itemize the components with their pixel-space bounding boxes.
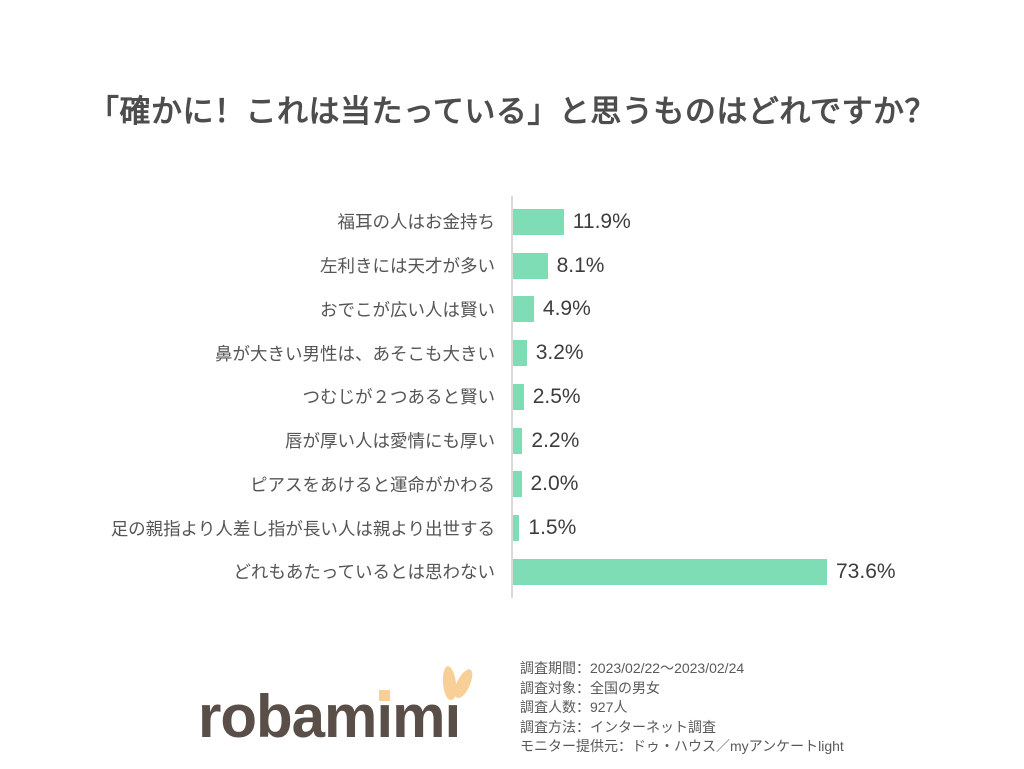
- chart-row: ピアスをあけると運命がかわる 2.0%: [0, 463, 1024, 507]
- category-label: 左利きには天才が多い: [320, 256, 495, 277]
- chart-row: 福耳の人はお金持ち 11.9%: [0, 200, 1024, 244]
- bar: [513, 471, 522, 498]
- value-label: 8.1%: [556, 253, 605, 277]
- survey-target: 調査対象：全国の男女: [520, 679, 660, 696]
- survey-details: 調査期間：2023/02/22～2023/02/24 調査対象：全国の男女 調査…: [520, 659, 844, 757]
- chart-row: 左利きには天才が多い 8.1%: [0, 244, 1024, 288]
- value-label: 1.5%: [528, 516, 577, 540]
- bar: [513, 296, 534, 323]
- chart-title: 「確かに！これは当たっている」と思うものはどれですか？: [87, 94, 937, 129]
- chart-row: 唇が厚い人は愛情にも厚い 2.2%: [0, 419, 1024, 463]
- value-label: 11.9%: [572, 209, 631, 233]
- value-label: 4.9%: [542, 297, 591, 321]
- logo-letter: b: [256, 683, 293, 750]
- value-label: 73.6%: [836, 559, 896, 583]
- chart-row: 足の親指より人差し指が長い人は親より出世する 1.5%: [0, 506, 1024, 550]
- y-axis-line: [511, 196, 513, 598]
- survey-monitor-provider: モニター提供元：ドゥ・ハウス／myアンケートlight: [520, 738, 844, 754]
- category-label: おでこが広い人は賢い: [320, 299, 495, 320]
- category-label: つむじが２つあると賢い: [302, 387, 496, 408]
- logo-letter: o: [220, 683, 257, 750]
- bar: [513, 515, 520, 542]
- category-label: 福耳の人はお金持ち: [337, 212, 496, 233]
- chart-row: 鼻が大きい男性は、あそこも大きい 3.2%: [0, 331, 1024, 375]
- chart-row: どれもあたっているとは思わない 73.6%: [0, 550, 1024, 594]
- bar: [513, 383, 524, 410]
- survey-period: 調査期間：2023/02/22～2023/02/24: [520, 660, 745, 676]
- logo-ears-icon: ı: [444, 683, 461, 750]
- bar: [513, 208, 564, 235]
- survey-respondents: 調査人数：927人: [520, 699, 628, 715]
- bar: [513, 252, 548, 279]
- logo-letter: m: [392, 683, 445, 750]
- chart-row: おでこが広い人は賢い 4.9%: [0, 288, 1024, 332]
- logo-dot-accent: ı: [376, 683, 393, 750]
- bar: [513, 427, 523, 454]
- logo-letter: r: [198, 683, 221, 750]
- category-label: 足の親指より人差し指が長い人は親より出世する: [110, 518, 495, 539]
- logo-letter: a: [291, 683, 325, 750]
- survey-method: 調査方法：インターネット調査: [520, 718, 716, 735]
- value-label: 2.0%: [530, 472, 579, 496]
- category-label: 鼻が大きい男性は、あそこも大きい: [215, 343, 495, 364]
- bar-chart: 福耳の人はお金持ち 11.9% 左利きには天才が多い 8.1% おでこが広い人は賢い 4.…: [0, 200, 1024, 594]
- value-label: 2.5%: [532, 384, 581, 408]
- robamimi-logo: robamımı: [198, 682, 461, 751]
- chart-row: つむじが２つあると賢い 2.5%: [0, 375, 1024, 419]
- category-label: どれもあたっているとは思わない: [233, 562, 495, 583]
- bar: [513, 340, 527, 367]
- category-label: ピアスをあけると運命がかわる: [250, 474, 495, 495]
- value-label: 2.2%: [531, 428, 580, 452]
- bar: [513, 558, 827, 585]
- category-label: 唇が厚い人は愛情にも厚い: [285, 431, 495, 452]
- value-label: 3.2%: [535, 341, 584, 365]
- logo-letter: m: [324, 683, 377, 750]
